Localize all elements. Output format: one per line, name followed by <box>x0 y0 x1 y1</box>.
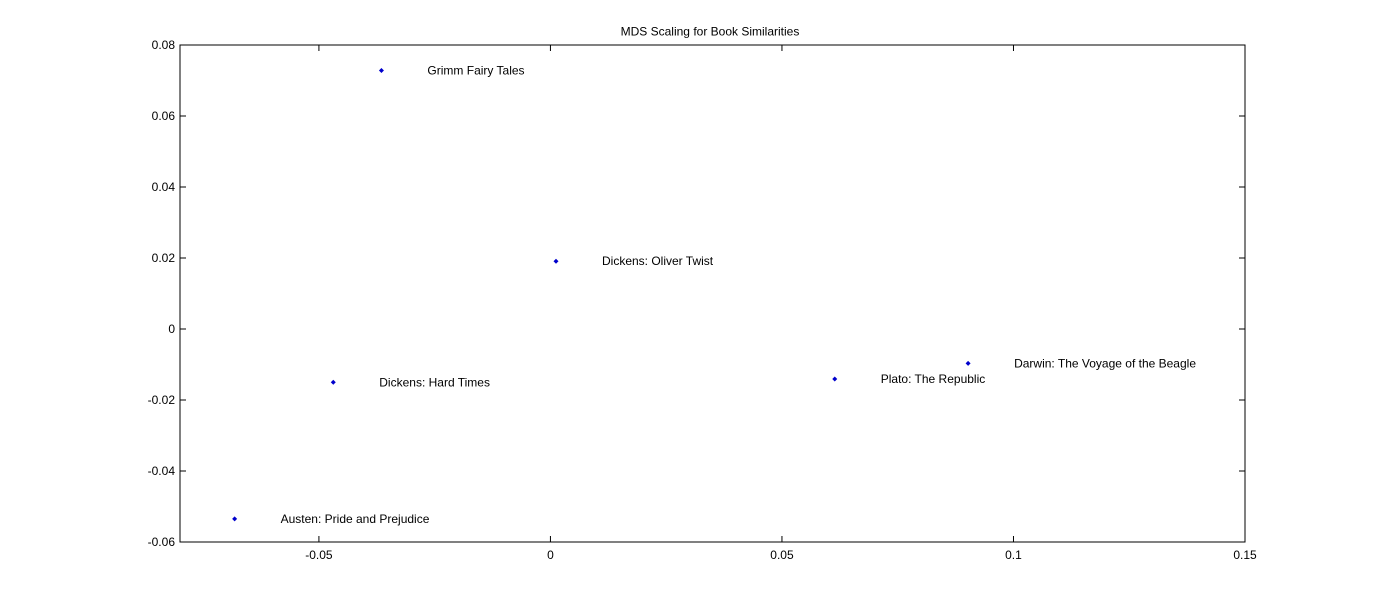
data-point-marker <box>330 379 336 385</box>
data-point-label: Darwin: The Voyage of the Beagle <box>1014 356 1196 370</box>
data-points-layer: Grimm Fairy Tales Dickens: Oliver Twist Di… <box>232 64 1196 526</box>
y-tick-label: 0.08 <box>152 38 176 52</box>
x-tick-label: 0.05 <box>770 548 794 562</box>
x-tick-label: 0.15 <box>1233 548 1257 562</box>
y-axis: -0.06 -0.04 -0.02 0 0.02 0.04 0.06 0.08 <box>148 38 1245 549</box>
data-point-label: Austen: Pride and Prejudice <box>281 512 430 526</box>
y-tick-label: 0.06 <box>152 109 176 123</box>
data-point-label: Dickens: Hard Times <box>379 375 490 389</box>
data-point-label: Plato: The Republic <box>881 372 986 386</box>
y-tick-label: -0.04 <box>148 464 176 478</box>
data-point-marker <box>832 376 838 382</box>
chart-title: MDS Scaling for Book Similarities <box>621 25 800 39</box>
data-point-marker <box>378 68 384 74</box>
y-tick-label: 0 <box>168 322 175 336</box>
plot-area-frame <box>179 44 1246 543</box>
x-tick-label: 0.1 <box>1005 548 1022 562</box>
x-axis: -0.05 0 0.05 0.1 0.15 <box>305 45 1257 562</box>
y-tick-label: 0.02 <box>152 251 176 265</box>
y-tick-label: 0.04 <box>152 180 176 194</box>
y-tick-label: -0.06 <box>148 535 176 549</box>
data-point-marker <box>232 516 238 522</box>
data-point-marker <box>965 360 971 366</box>
x-tick-label: -0.05 <box>305 548 333 562</box>
data-point-marker <box>553 258 559 264</box>
x-tick-label: 0 <box>547 548 554 562</box>
data-point-label: Dickens: Oliver Twist <box>602 254 714 268</box>
data-point-label: Grimm Fairy Tales <box>427 64 524 78</box>
y-tick-label: -0.02 <box>148 393 176 407</box>
